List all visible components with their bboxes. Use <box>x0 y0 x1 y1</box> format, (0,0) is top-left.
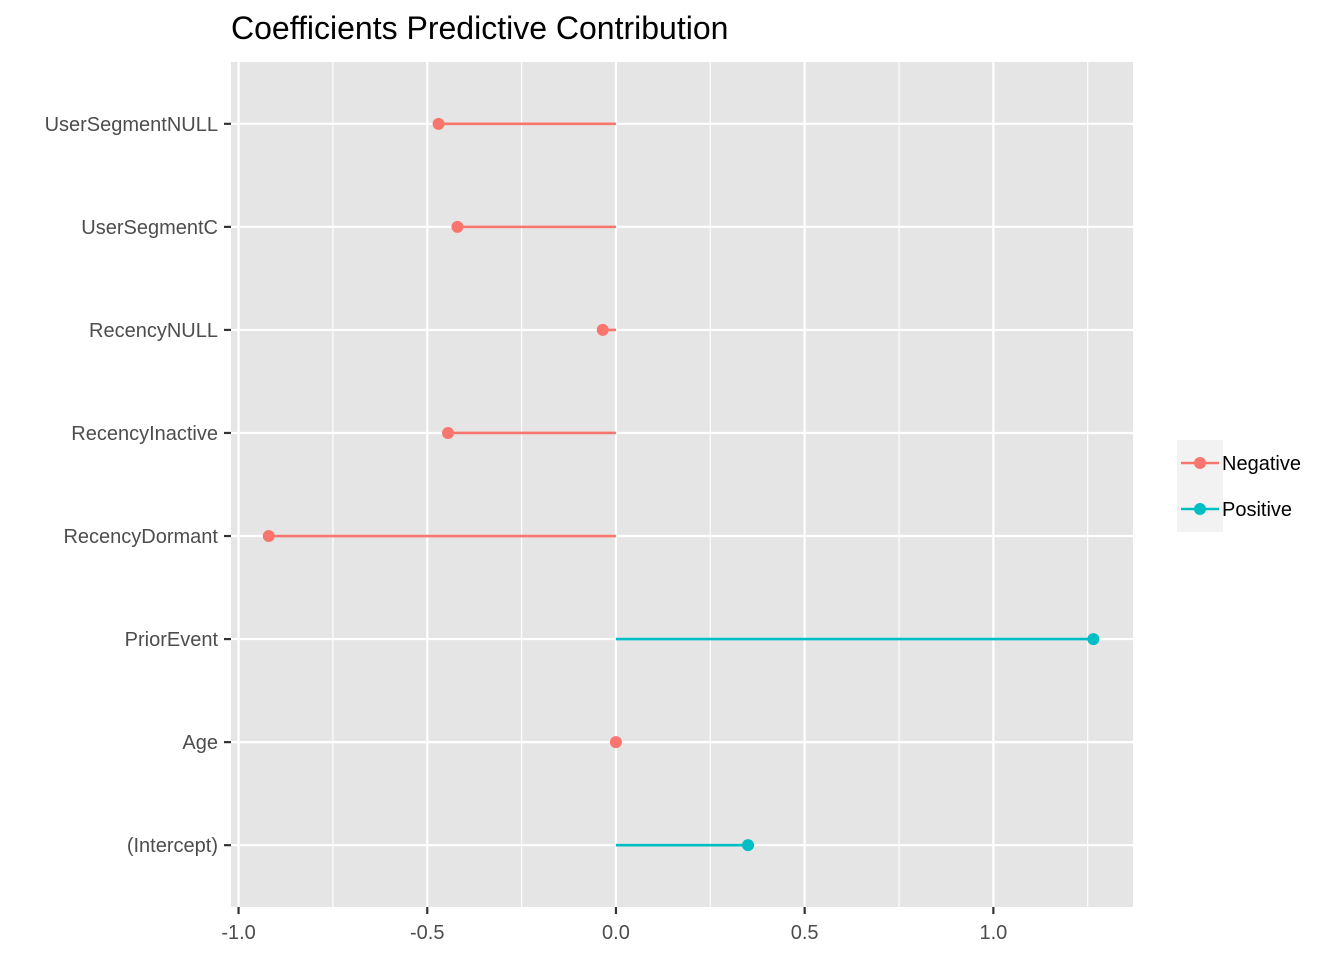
y-tick-label: PriorEvent <box>125 629 219 651</box>
legend-key-point <box>1194 503 1206 515</box>
y-tick-label: UserSegmentC <box>81 217 218 239</box>
lollipop-points <box>262 117 1100 852</box>
y-tick-label: (Intercept) <box>127 835 218 857</box>
x-tick-label: 0.0 <box>602 922 630 944</box>
point-recencyinactive <box>442 426 455 439</box>
legend: Negative Positive <box>1177 440 1301 532</box>
plot-panel <box>231 62 1133 907</box>
legend-key-point <box>1194 457 1206 469</box>
legend-label: Positive <box>1222 499 1292 521</box>
y-tick-label: Age <box>182 732 218 754</box>
y-tick-label: UserSegmentNULL <box>45 114 218 136</box>
point-usersegmentc <box>451 220 464 233</box>
point-recencynull <box>596 323 609 336</box>
point-priorevent <box>1087 633 1100 646</box>
chart-title: Coefficients Predictive Contribution <box>231 10 728 46</box>
x-axis: -1.0 -0.5 0.0 0.5 1.0 <box>221 907 1007 944</box>
y-tick-label: RecencyInactive <box>71 423 218 445</box>
x-tick-label: 0.5 <box>791 922 819 944</box>
x-tick-label: -1.0 <box>221 922 255 944</box>
point-age <box>609 736 622 749</box>
point-recencydormant <box>262 530 275 543</box>
legend-label: Negative <box>1222 453 1301 475</box>
point-usersegmentnull <box>432 117 445 130</box>
point-intercept <box>742 839 755 852</box>
x-tick-label: -0.5 <box>410 922 444 944</box>
y-tick-label: RecencyNULL <box>89 320 218 342</box>
minor-gridlines <box>332 62 1089 907</box>
y-tick-label: RecencyDormant <box>63 526 218 548</box>
y-axis: (Intercept) Age PriorEvent RecencyDormant Re… <box>45 114 231 857</box>
x-tick-label: 1.0 <box>979 922 1007 944</box>
